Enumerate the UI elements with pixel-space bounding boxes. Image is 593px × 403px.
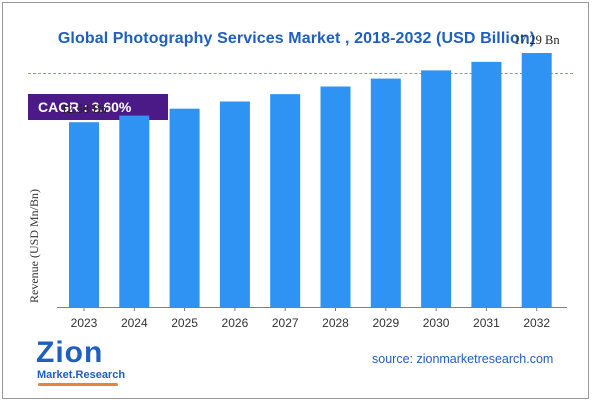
bar-2028 xyxy=(320,86,351,307)
x-tick-label-2025: 2025 xyxy=(171,316,198,330)
logo-subtitle: Market.Research xyxy=(37,369,126,381)
x-tick-label-2027: 2027 xyxy=(272,316,299,330)
bar-2027 xyxy=(270,94,301,307)
data-label-first: 12.58 Bn xyxy=(61,102,108,116)
x-tick-label-2023: 2023 xyxy=(71,316,98,330)
x-tick-label-2031: 2031 xyxy=(473,316,500,330)
title-divider xyxy=(28,73,573,74)
bar-2030 xyxy=(421,70,452,307)
zion-logo: Zion Market.Research xyxy=(36,337,146,389)
x-tick-label-2029: 2029 xyxy=(372,316,399,330)
bar-2031 xyxy=(471,61,502,308)
x-tick-label-2032: 2032 xyxy=(523,316,550,330)
bar-2029 xyxy=(370,78,401,307)
x-tick-label-2026: 2026 xyxy=(222,316,249,330)
x-tick-label-2028: 2028 xyxy=(322,316,349,330)
chart-title: Global Photography Services Market , 201… xyxy=(57,30,536,47)
logo-wordmark: Zion xyxy=(36,336,104,369)
bar-2025 xyxy=(169,108,200,307)
x-tick-label-2024: 2024 xyxy=(121,316,148,330)
logo-swoosh-icon xyxy=(38,383,118,386)
data-label-last: 17.29 Bn xyxy=(514,33,561,47)
source-text: source: zionmarketresearch.com xyxy=(372,352,554,366)
bar-2023 xyxy=(69,122,99,308)
bar-2024 xyxy=(119,115,150,308)
bar-2032 xyxy=(521,53,552,308)
x-tick-label-2030: 2030 xyxy=(423,316,450,330)
bar-2026 xyxy=(219,101,250,308)
